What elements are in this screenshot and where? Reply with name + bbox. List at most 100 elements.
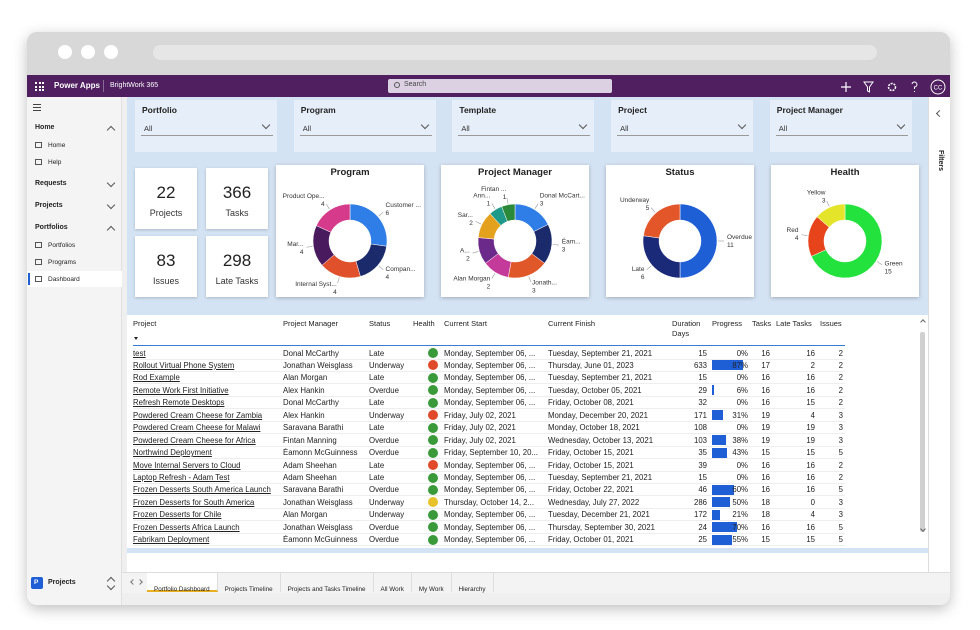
project-link[interactable]: Remote Work First Initiative [133, 385, 229, 395]
table-cell: Friday, October 15, 2021 [548, 448, 634, 458]
column-header[interactable]: Project Manager [283, 319, 339, 328]
donut-segment [811, 203, 883, 279]
column-header[interactable]: Health [413, 319, 435, 328]
leader-line [552, 244, 559, 246]
table-cell: 70% [732, 522, 748, 532]
column-header[interactable]: Progress [712, 319, 743, 328]
filter-label: Project [618, 105, 647, 115]
filter-pane[interactable] [928, 97, 950, 572]
menu-icon-line [33, 107, 41, 108]
project-link[interactable]: Laptop Refresh - Adam Test [133, 473, 230, 482]
page-tab[interactable]: My Work [412, 573, 452, 593]
segment-label: Jonath... [532, 280, 557, 287]
table-cell: 0% [736, 460, 748, 470]
table-cell: Monday, September 06, ... [444, 522, 536, 532]
project-link[interactable]: Powdered Cream Cheese for Africa [133, 435, 256, 445]
table-cell: Tuesday, October 05, 2021 [548, 385, 642, 395]
leader-line [491, 273, 496, 279]
filter-dropdown[interactable]: All [617, 120, 750, 136]
nav-item[interactable]: Help [48, 159, 62, 166]
address-bar[interactable] [153, 45, 877, 60]
project-link[interactable]: Rollout Virtual Phone System [133, 360, 235, 370]
segment-label: A... [460, 247, 470, 254]
column-header[interactable]: Duration Days [672, 319, 701, 338]
segment-value: 1 [503, 194, 507, 201]
health-indicator [428, 522, 438, 533]
header-rule [133, 345, 845, 346]
project-link[interactable]: Fabrikam Deployment [133, 535, 210, 545]
table-cell: 16 [806, 348, 815, 358]
scrollbar[interactable] [920, 332, 925, 532]
table-cell: 5 [838, 485, 843, 495]
nav-group[interactable]: Portfolios [35, 224, 68, 231]
page-tab[interactable]: Portfolio Dashboard [147, 573, 218, 593]
nav-item[interactable]: Programs [48, 259, 77, 266]
project-link[interactable]: Powdered Cream Cheese for Zambia [133, 410, 263, 420]
nav-icon [35, 276, 42, 282]
column-header[interactable]: Late Tasks [776, 319, 812, 328]
area-switcher[interactable]: Projects [48, 579, 76, 586]
filter-dropdown[interactable]: All [141, 120, 273, 136]
project-link[interactable]: test [133, 348, 146, 358]
column-header[interactable]: Issues [820, 319, 842, 328]
segment-label: Yellow [807, 189, 826, 196]
table-cell: 39 [698, 460, 707, 470]
project-link[interactable]: Frozen Desserts Africa Launch [133, 522, 240, 532]
column-header[interactable]: Current Finish [548, 319, 596, 328]
filter-dropdown[interactable]: All [775, 120, 908, 136]
table-cell: 2 [838, 385, 843, 395]
filter-dropdown[interactable]: All [299, 120, 432, 136]
table-cell: Monday, September 06, ... [444, 385, 536, 395]
table-cell: Friday, July 02, 2021 [444, 410, 516, 420]
app-name: Power Apps [54, 81, 100, 90]
filter-dropdown[interactable]: All [458, 120, 591, 136]
table-cell: Underway [369, 497, 405, 507]
nav-group[interactable]: Home [35, 124, 55, 131]
project-link[interactable]: Frozen Desserts South America Launch [133, 485, 271, 495]
column-header[interactable]: Project [133, 319, 157, 328]
page-tab[interactable]: Projects Timeline [218, 573, 281, 593]
filters-pane-label[interactable]: Filters [937, 150, 944, 172]
table-cell: 6% [736, 385, 748, 395]
menu-icon-line [33, 110, 41, 111]
progress-bar [712, 522, 738, 533]
leader-line [528, 276, 532, 283]
segment-value: 3 [562, 247, 566, 254]
project-link[interactable]: Frozen Desserts for South America [133, 497, 255, 507]
column-header[interactable]: Current Start [444, 319, 487, 328]
table-cell: Monday, September 06, ... [444, 535, 536, 545]
project-link[interactable]: Rod Example [133, 373, 180, 383]
column-header[interactable]: Tasks [752, 319, 772, 328]
segment-value: 3 [532, 288, 536, 295]
table-cell: 18 [761, 497, 770, 507]
segment-value: 1 [487, 200, 491, 207]
project-link[interactable]: Frozen Desserts for Chile [133, 510, 222, 520]
kpi-value: 83 [156, 251, 176, 270]
table-cell: 4 [810, 510, 815, 520]
nav-group[interactable]: Requests [35, 180, 67, 187]
nav-item[interactable]: Portfolios [48, 242, 76, 249]
kpi-label: Tasks [225, 208, 249, 218]
table-cell: 5 [838, 535, 843, 545]
page-tab[interactable]: Hierarchy [452, 573, 494, 593]
project-link[interactable]: Northwind Deployment [133, 448, 212, 458]
project-link[interactable]: Move Internal Servers to Cloud [133, 460, 241, 470]
table-cell: Saravana Barathi [283, 423, 344, 433]
page-tab[interactable]: All Work [374, 573, 412, 593]
nav-group[interactable]: Projects [35, 202, 63, 209]
table-cell: 16 [761, 485, 770, 495]
project-link[interactable]: Refresh Remote Desktops [133, 398, 225, 408]
filter-label: Portfolio [142, 105, 177, 115]
header-icons[interactable]: CC [838, 77, 948, 97]
table-cell: 25 [698, 535, 707, 545]
nav-item[interactable]: Dashboard [48, 276, 80, 283]
help-icon [911, 81, 918, 92]
app-launcher[interactable] [35, 82, 44, 91]
project-link[interactable]: Powdered Cream Cheese for Malawi [133, 423, 261, 433]
page-tab[interactable]: Projects and Tasks Timeline [281, 573, 374, 593]
nav-item[interactable]: Home [48, 142, 66, 149]
column-header[interactable]: Status [369, 319, 391, 328]
health-indicator [428, 360, 438, 371]
table-cell: Monday, September 06, ... [444, 460, 536, 470]
search-box[interactable]: Search [388, 79, 612, 93]
